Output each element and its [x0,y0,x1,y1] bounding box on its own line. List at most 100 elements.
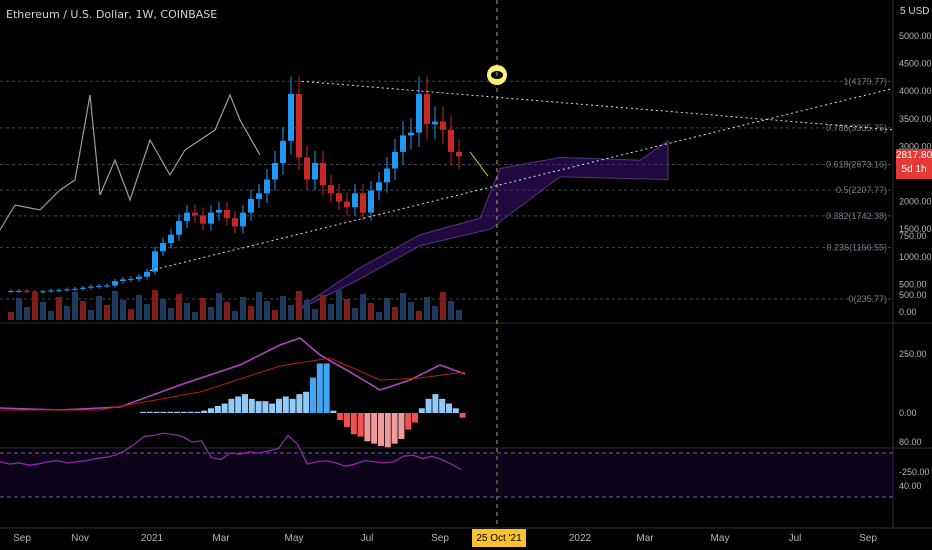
volume-bar [272,310,278,320]
volume-bar [192,312,198,320]
fib-level-label: 0(235.77) [848,294,887,304]
macd-histogram-bar [412,413,418,423]
macd-histogram-bar [228,398,235,413]
price-axis-tick: 5000.00 [899,31,932,41]
time-axis-tick: 2021 [141,533,164,544]
candle-body [88,286,94,288]
rsi-line [0,432,462,471]
candle-body [16,290,22,292]
signal-line [0,357,466,411]
volume-bar [40,302,46,320]
candle-body [152,251,158,272]
macd-axis-tick: -250.00 [899,467,930,477]
overlay-line [0,93,261,231]
candle-body [320,162,326,186]
volume-bar [200,298,206,320]
volume-bar [360,294,366,320]
macd-histogram-bar [160,411,167,413]
candle-body [184,212,190,221]
macd-axis-tick: 0.00 [899,408,917,418]
macd-axis-tick: 750.00 [899,231,927,241]
macd-histogram-bar [289,398,296,413]
candle-body [272,162,278,180]
candle-body [424,93,430,125]
candle-body [40,291,46,293]
macd-histogram-bar [248,398,255,413]
macd-histogram-bar [357,413,364,437]
volume-bar [424,297,430,320]
candle-body [288,93,294,141]
macd-histogram-bar [384,413,391,448]
fib-level-label: 1(4179.77) [843,76,887,86]
candle-body [256,193,262,199]
macd-histogram-bar [371,413,378,444]
volume-bar [8,312,14,320]
candle-body [416,93,422,133]
volume-bar [280,296,286,320]
volume-bar [376,312,382,320]
candle-body [248,198,254,213]
rsi-band [0,453,893,497]
volume-bar [136,295,142,320]
volume-bar [168,308,174,320]
volume-bar [432,306,438,320]
macd-histogram-bar [146,411,153,413]
candle-body [384,168,390,183]
macd-histogram-bar [391,413,398,444]
resistance-trendline [301,80,894,131]
volume-bar [384,298,390,320]
fib-level-label: 0.618(2673.16) [826,159,887,169]
time-axis-tick: Mar [636,533,654,544]
candle-body [96,286,102,288]
volume-bar [344,299,350,320]
candle-body [208,212,214,224]
candle-body [8,291,14,293]
price-axis-tick: 500.00 [899,279,927,289]
volume-bar [304,300,310,320]
macd-histogram-bar [255,401,262,413]
currency-selector[interactable]: 5 USD [900,6,929,17]
volume-bar [240,297,246,320]
fib-level-label: 0.236(1166.55) [827,243,887,253]
volume-bar [456,310,462,320]
candle-countdown: 5d 1h [901,164,927,175]
macd-histogram-bar [452,408,459,413]
time-axis-tick: May [285,533,304,544]
volume-bar [440,292,446,320]
volume-bar [128,309,134,320]
candle-body [24,290,30,292]
volume-bar [80,301,86,320]
volume-bar [96,296,102,320]
macd-histogram-bar [310,377,316,413]
candle-body [280,140,286,163]
volume-bar [112,291,118,320]
candle-body [264,179,270,194]
candle-body [440,121,446,130]
time-axis-tick: Mar [212,533,230,544]
volume-bar [448,301,454,320]
macd-histogram-bar [344,413,350,428]
volume-bar [104,305,110,320]
candle-body [112,281,118,286]
candle-body [232,218,238,227]
chart-title: Ethereum / U.S. Dollar, 1W, COINBASE [6,8,218,21]
macd-histogram-bar [398,413,405,439]
candle-body [368,190,374,213]
volume-bar [48,311,54,320]
macd-histogram-bar [439,398,446,413]
macd-line [0,337,466,411]
price-axis-tick: 3000.00 [899,141,932,151]
volume-bar [296,291,302,320]
currency-label[interactable]: USD [908,6,930,17]
projection-arrow [469,151,489,177]
fib-level-label: 0.382(1742.38) [826,211,887,221]
rsi-axis-tick: 80.00 [899,437,922,447]
volume-bar [16,298,22,320]
volume-bar [184,303,190,320]
volume-bar [416,311,422,320]
volume-bar [152,290,158,320]
volume-bar [408,302,414,320]
macd-histogram-bar [194,411,201,413]
candle-body [224,209,230,219]
